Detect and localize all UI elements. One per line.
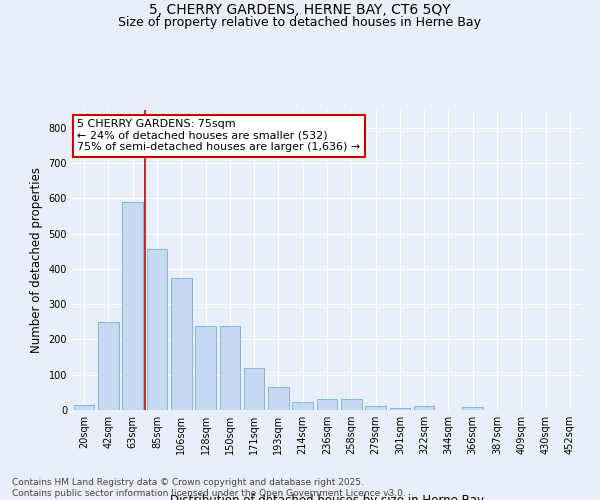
Bar bbox=[268, 387, 289, 410]
Text: 5 CHERRY GARDENS: 75sqm
← 24% of detached houses are smaller (532)
75% of semi-d: 5 CHERRY GARDENS: 75sqm ← 24% of detache… bbox=[77, 119, 361, 152]
Bar bbox=[365, 406, 386, 410]
Bar bbox=[171, 278, 191, 410]
Text: 5, CHERRY GARDENS, HERNE BAY, CT6 5QY: 5, CHERRY GARDENS, HERNE BAY, CT6 5QY bbox=[149, 2, 451, 16]
Text: Contains HM Land Registry data © Crown copyright and database right 2025.
Contai: Contains HM Land Registry data © Crown c… bbox=[12, 478, 406, 498]
Bar bbox=[414, 406, 434, 410]
Bar bbox=[341, 400, 362, 410]
Bar bbox=[389, 408, 410, 410]
Text: Distribution of detached houses by size in Herne Bay: Distribution of detached houses by size … bbox=[170, 494, 484, 500]
Bar bbox=[244, 368, 265, 410]
Bar bbox=[220, 326, 240, 410]
Bar bbox=[317, 400, 337, 410]
Bar bbox=[74, 404, 94, 410]
Text: Size of property relative to detached houses in Herne Bay: Size of property relative to detached ho… bbox=[119, 16, 482, 29]
Bar bbox=[98, 322, 119, 410]
Bar bbox=[195, 326, 216, 410]
Bar bbox=[292, 402, 313, 410]
Bar bbox=[463, 407, 483, 410]
Bar bbox=[146, 250, 167, 410]
Y-axis label: Number of detached properties: Number of detached properties bbox=[30, 167, 43, 353]
Bar bbox=[122, 202, 143, 410]
